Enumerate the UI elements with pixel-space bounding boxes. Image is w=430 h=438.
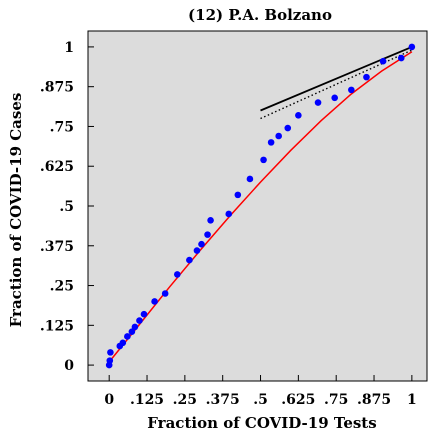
y-axis-ticks: 0 .125 .25 .375 .5 .625 .75 .875 1 [40,40,94,374]
plot-area [87,30,428,382]
series-line-1 [260,46,413,112]
scatter-point [151,298,158,305]
scatter-point [193,247,201,254]
scatter-point [284,124,292,132]
y-tick-label: .625 [40,159,74,175]
scatter-point [260,156,267,164]
scatter-point [267,139,275,146]
x-tick-label: .125 [130,392,164,408]
y-tick-label: 1 [64,40,74,56]
scatter-point [186,256,193,264]
x-tick-label: 1 [407,392,417,408]
scatter-point [379,57,387,65]
scatter-point [204,231,211,238]
y-tick-label: .125 [40,318,74,334]
scatter-point [314,99,322,106]
x-tick-label: .875 [357,392,391,408]
x-tick-label: .75 [324,392,348,408]
scatter-point [124,333,131,340]
y-tick-label: .875 [40,80,74,96]
scatter-point [207,217,214,224]
x-axis-label: Fraction of COVID-19 Tests [147,414,376,432]
scatter-point [408,43,416,51]
scatter-point [348,86,355,94]
scatter-point [140,310,148,318]
series-layer [105,43,416,369]
x-tick-label: .375 [206,392,240,408]
series-line-0 [108,51,413,363]
y-tick-label: .75 [50,119,74,135]
scatter-point [131,323,139,331]
scatter-point [173,271,181,278]
scatter-point [106,357,114,364]
scatter-point [225,210,233,218]
scatter-point [234,191,242,199]
scatter-point [198,240,205,248]
y-tick-label: .375 [40,239,74,255]
scatter-point [363,73,370,81]
x-tick-label: 0 [104,392,114,408]
chart-title: (12) P.A. Bolzano [188,6,332,24]
x-tick-label: .625 [281,392,315,408]
scatter-point [136,317,143,324]
y-tick-label: .5 [59,199,74,215]
scatter-point [275,132,282,140]
y-tick-label: .25 [50,279,74,295]
x-tick-label: .25 [173,392,197,408]
x-axis-ticks: 0 .125 .25 .375 .5 .625 .75 .875 1 [104,375,417,408]
x-tick-label: .5 [253,392,268,408]
scatter-point [397,54,405,62]
scatter-point [128,328,136,335]
scatter-point [295,112,302,119]
scatter-point [246,175,254,183]
scatter-point [161,290,169,297]
scatter-point [119,339,127,347]
scatter-point [107,349,114,356]
y-axis-label: Fraction of COVID-19 Cases [7,93,25,328]
y-tick-label: 0 [64,358,74,374]
scatter-point [331,94,338,102]
